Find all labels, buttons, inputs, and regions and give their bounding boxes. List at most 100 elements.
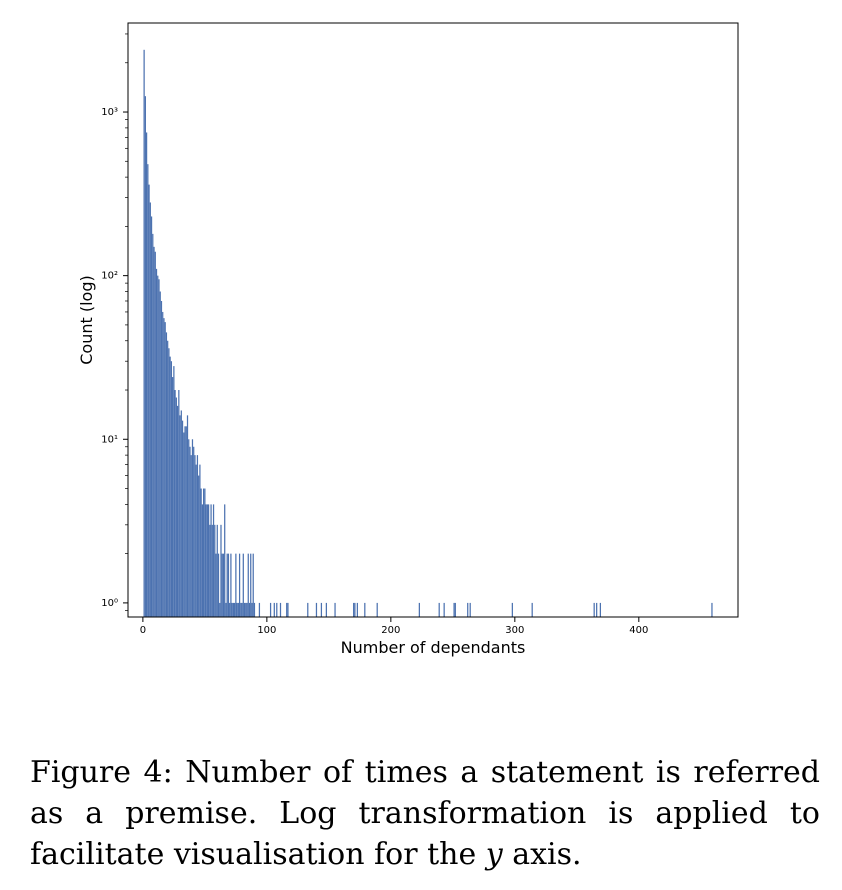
histogram-bar (160, 300, 163, 617)
histogram-bar (176, 405, 179, 617)
histogram-bar (225, 602, 227, 617)
histogram-bar (172, 377, 174, 617)
histogram-bar (531, 602, 533, 617)
histogram-bar (152, 233, 154, 617)
histogram-bar (194, 455, 196, 617)
histogram-bar (245, 602, 247, 617)
histogram-bar (190, 455, 192, 617)
histogram-bar (165, 332, 168, 617)
histogram-bar (279, 602, 282, 617)
histogram-bar (236, 602, 238, 617)
histogram-bar (186, 415, 189, 617)
histogram-bar (238, 553, 241, 617)
histogram-bar (230, 553, 232, 617)
histogram-bar (237, 602, 239, 617)
histogram-bar (227, 553, 230, 617)
plot-frame (127, 22, 739, 618)
bars-group (143, 49, 713, 618)
histogram-bar (155, 268, 158, 617)
histogram-bar (203, 488, 205, 617)
histogram-bar (216, 524, 218, 617)
histogram-bar (201, 504, 204, 617)
histogram-bar (164, 322, 166, 617)
caption-variable: y (485, 837, 503, 872)
histogram-bar (364, 602, 366, 617)
histogram-bar (467, 602, 469, 617)
histogram-bar (174, 390, 176, 617)
histogram-bar (599, 602, 601, 617)
histogram-bar (353, 602, 355, 617)
histogram-bar (219, 602, 221, 617)
histogram-bar (168, 348, 170, 617)
histogram-bar (454, 602, 456, 617)
histogram-bar (354, 602, 356, 617)
histogram-bar (196, 455, 199, 617)
histogram-bar (211, 524, 213, 617)
histogram-bar (711, 602, 713, 617)
histogram-bar (204, 488, 206, 617)
histogram-bar (251, 602, 253, 617)
histogram-bar (169, 356, 171, 617)
histogram-bar (200, 488, 202, 617)
histogram-bar (175, 397, 177, 617)
histogram-bar (243, 602, 246, 617)
histogram-bar (207, 504, 210, 617)
histogram-bar (241, 602, 243, 617)
histogram-bar (315, 602, 318, 617)
histogram-bar (438, 602, 440, 617)
ticks-group: 0 100 200 300 400 10⁰ 10¹ 10² 10³ (101, 33, 648, 636)
histogram-bar (307, 602, 309, 617)
histogram-bar (418, 602, 420, 617)
histogram-bar (162, 311, 164, 617)
histogram-bar (453, 602, 455, 617)
histogram-bar (170, 361, 173, 617)
histogram-bar (235, 553, 237, 617)
histogram-bar (269, 602, 272, 617)
histogram-bar (189, 446, 191, 617)
histogram-bar (234, 602, 236, 617)
histogram-bar (320, 602, 323, 617)
x-tick-label: 100 (257, 625, 276, 636)
histogram-bar (193, 446, 195, 617)
histogram-chart: 0 100 200 300 400 10⁰ 10¹ 10² 10³ Number of depe… (77, 22, 739, 657)
histogram-bar (145, 132, 148, 617)
y-tick-label: 10³ (101, 107, 118, 118)
histogram-bar (205, 504, 207, 617)
histogram-bar (157, 275, 159, 617)
histogram-bar (231, 602, 233, 617)
x-tick-label: 200 (381, 625, 400, 636)
histogram-bar (159, 291, 161, 617)
histogram-bar (217, 553, 220, 617)
histogram-bar (242, 553, 244, 617)
histogram-bar (246, 602, 248, 617)
histogram-bar (199, 464, 201, 617)
x-tick-label: 0 (140, 625, 146, 636)
histogram-bar (286, 602, 288, 617)
histogram-bar (224, 504, 226, 617)
histogram-bar (154, 251, 156, 618)
histogram-bar (143, 49, 145, 618)
histogram-bar (232, 602, 235, 617)
histogram-bar (158, 279, 160, 617)
histogram-bar (214, 524, 216, 617)
histogram-bar (258, 602, 261, 617)
histogram-bar (195, 464, 197, 617)
histogram-bar (215, 553, 217, 617)
histogram-bar (253, 602, 256, 617)
x-tick-label: 300 (505, 625, 524, 636)
histogram-bar (287, 602, 289, 617)
histogram-bar (144, 96, 146, 618)
histogram-bar (149, 202, 151, 618)
caption-text-end: axis. (502, 837, 582, 872)
histogram-bar (163, 318, 165, 617)
histogram-bar (173, 366, 175, 617)
histogram-bar (325, 602, 327, 617)
x-tick-label: 400 (629, 625, 648, 636)
histogram-bar (240, 602, 242, 617)
histogram-bar (184, 426, 186, 617)
histogram-bar (179, 415, 181, 617)
histogram-bar (148, 184, 150, 617)
histogram-bar (222, 553, 225, 617)
histogram-bar (247, 553, 249, 617)
histogram-bar (469, 602, 471, 617)
